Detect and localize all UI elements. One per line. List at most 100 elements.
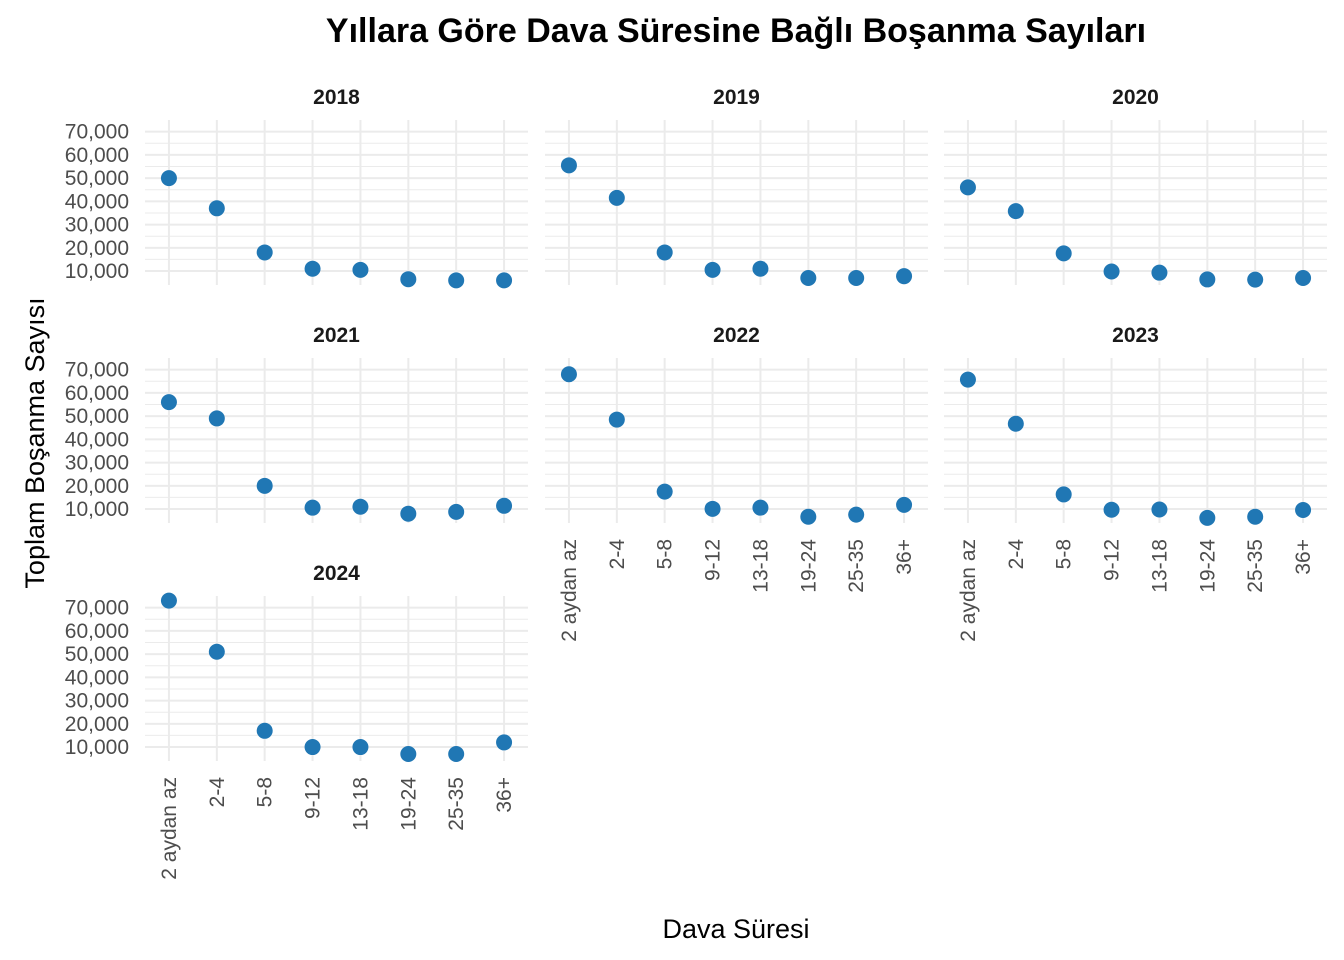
data-point-2020-13-18 bbox=[1151, 264, 1168, 281]
y-tick-label: 20,000 bbox=[65, 237, 129, 260]
data-point-2024-2-4 bbox=[208, 643, 225, 660]
data-point-2022-19-24 bbox=[800, 508, 817, 525]
data-point-2022-13-18 bbox=[752, 499, 769, 516]
data-point-2020-36+ bbox=[1295, 270, 1312, 287]
data-point-2022-9-12 bbox=[704, 500, 721, 517]
y-tick-label: 20,000 bbox=[65, 475, 129, 498]
data-point-2023-2 aydan az bbox=[959, 371, 976, 388]
data-point-2021-2-4 bbox=[208, 410, 225, 427]
y-axis-label: Toplam Boşanma Sayısı bbox=[20, 297, 50, 588]
y-tick-label: 70,000 bbox=[65, 597, 129, 620]
y-tick-label: 70,000 bbox=[65, 121, 129, 144]
data-point-2023-13-18 bbox=[1151, 501, 1168, 518]
y-tick-label: 30,000 bbox=[65, 452, 129, 475]
data-point-2021-13-18 bbox=[352, 498, 369, 515]
y-tick-label: 40,000 bbox=[65, 428, 129, 451]
data-point-2024-13-18 bbox=[352, 739, 369, 756]
x-tick-label: 5-8 bbox=[254, 777, 277, 807]
facet-strip-label: 2021 bbox=[313, 324, 360, 347]
y-tick-label: 60,000 bbox=[65, 382, 129, 405]
data-point-2022-5-8 bbox=[656, 483, 673, 500]
x-tick-label: 5-8 bbox=[1053, 539, 1076, 569]
facet-strip-label: 2019 bbox=[713, 86, 760, 109]
data-point-2018-2 aydan az bbox=[160, 170, 177, 187]
data-point-2018-13-18 bbox=[352, 261, 369, 278]
y-tick-label: 50,000 bbox=[65, 167, 129, 190]
data-point-2022-25-35 bbox=[848, 506, 865, 523]
data-point-2019-9-12 bbox=[704, 261, 721, 278]
y-tick-label: 20,000 bbox=[65, 713, 129, 736]
data-point-2018-36+ bbox=[496, 272, 513, 289]
x-tick-label: 36+ bbox=[893, 539, 916, 575]
data-point-2024-19-24 bbox=[400, 746, 417, 763]
data-point-2018-2-4 bbox=[208, 200, 225, 217]
y-tick-label: 10,000 bbox=[65, 498, 129, 521]
x-tick-label: 25-35 bbox=[1244, 539, 1267, 593]
facet-strip-label: 2018 bbox=[313, 86, 360, 109]
facet-panel-2021: 2021 10,00020,00030,00040,00050,00060,000… bbox=[65, 324, 528, 523]
x-tick-label: 9-12 bbox=[1101, 539, 1124, 581]
data-point-2019-36+ bbox=[896, 268, 913, 285]
data-point-2022-36+ bbox=[896, 496, 913, 513]
y-tick-label: 40,000 bbox=[65, 666, 129, 689]
x-tick-label: 13-18 bbox=[749, 539, 772, 593]
x-tick-label: 2 aydan az bbox=[158, 777, 181, 880]
data-point-2023-2-4 bbox=[1007, 415, 1024, 432]
y-tick-label: 60,000 bbox=[65, 620, 129, 643]
x-tick-label: 2-4 bbox=[1005, 539, 1028, 570]
x-tick-label: 9-12 bbox=[302, 777, 325, 819]
x-tick-label: 2-4 bbox=[606, 539, 629, 570]
data-point-2024-9-12 bbox=[304, 739, 321, 756]
data-point-2019-5-8 bbox=[656, 244, 673, 261]
data-point-2021-2 aydan az bbox=[160, 394, 177, 411]
data-point-2020-2-4 bbox=[1007, 203, 1024, 220]
x-tick-label: 19-24 bbox=[1196, 539, 1219, 593]
data-point-2021-25-35 bbox=[448, 503, 465, 520]
facet-panel-2024: 2024 10,00020,00030,00040,00050,00060,000… bbox=[65, 562, 528, 880]
x-tick-label: 25-35 bbox=[445, 777, 468, 831]
data-point-2022-2 aydan az bbox=[560, 366, 577, 383]
y-tick-label: 30,000 bbox=[65, 214, 129, 237]
data-point-2020-5-8 bbox=[1055, 245, 1072, 262]
x-tick-label: 2 aydan az bbox=[957, 539, 980, 642]
x-tick-label: 2-4 bbox=[206, 777, 229, 808]
data-point-2020-2 aydan az bbox=[959, 179, 976, 196]
facet-strip-label: 2024 bbox=[313, 562, 360, 585]
data-point-2019-2-4 bbox=[608, 189, 625, 206]
y-tick-label: 30,000 bbox=[65, 690, 129, 713]
data-point-2023-36+ bbox=[1295, 501, 1312, 518]
data-point-2021-9-12 bbox=[304, 499, 321, 516]
y-tick-label: 40,000 bbox=[65, 190, 129, 213]
data-point-2021-5-8 bbox=[256, 477, 273, 494]
data-point-2018-5-8 bbox=[256, 244, 273, 261]
data-point-2021-36+ bbox=[496, 497, 513, 514]
x-tick-label: 5-8 bbox=[654, 539, 677, 569]
data-point-2020-19-24 bbox=[1199, 271, 1216, 288]
x-tick-label: 9-12 bbox=[702, 539, 725, 581]
x-tick-label: 19-24 bbox=[797, 539, 820, 593]
data-point-2019-25-35 bbox=[848, 270, 865, 287]
y-tick-label: 50,000 bbox=[65, 405, 129, 428]
facet-strip-label: 2023 bbox=[1112, 324, 1159, 347]
y-tick-label: 10,000 bbox=[65, 736, 129, 759]
y-tick-label: 50,000 bbox=[65, 643, 129, 666]
y-tick-label: 10,000 bbox=[65, 260, 129, 283]
y-tick-label: 60,000 bbox=[65, 144, 129, 167]
data-point-2024-36+ bbox=[496, 734, 513, 751]
data-point-2018-25-35 bbox=[448, 272, 465, 289]
x-tick-label: 13-18 bbox=[1148, 539, 1171, 593]
x-tick-label: 19-24 bbox=[397, 777, 420, 831]
facet-panel-2020: 2020 bbox=[944, 86, 1327, 288]
data-point-2019-13-18 bbox=[752, 260, 769, 277]
facet-panel-2023: 2023 2 aydan az 2-4 5-8 9-12 13-18 19-24 25-35 3… bbox=[944, 324, 1327, 642]
facet-panel-2018: 2018 10,00020,00030,00040,00050,00060,000… bbox=[65, 86, 528, 289]
data-point-2023-19-24 bbox=[1199, 509, 1216, 526]
data-point-2020-25-35 bbox=[1247, 271, 1264, 288]
x-tick-label: 13-18 bbox=[349, 777, 372, 831]
x-axis-label: Dava Süresi bbox=[662, 914, 809, 944]
data-point-2023-9-12 bbox=[1103, 501, 1120, 518]
facet-strip-label: 2020 bbox=[1112, 86, 1159, 109]
x-tick-label: 2 aydan az bbox=[558, 539, 581, 642]
data-point-2018-9-12 bbox=[304, 260, 321, 277]
